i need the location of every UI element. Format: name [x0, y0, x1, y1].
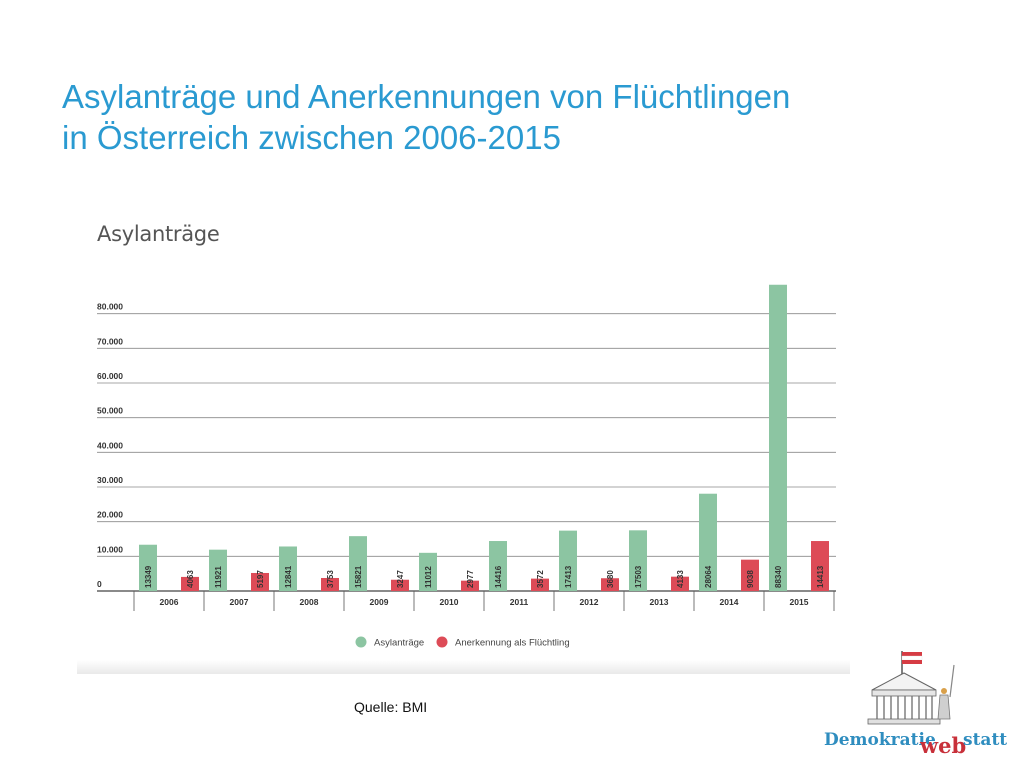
data-label: 14416 [494, 565, 503, 588]
bar-anerkennung [531, 578, 549, 591]
data-label: 9038 [746, 570, 755, 588]
y-tick-label: 10.000 [97, 544, 123, 554]
data-label: 13349 [144, 565, 153, 588]
legend-swatch-asylantraege [355, 636, 367, 648]
logo-text-web: web [919, 733, 966, 758]
y-tick-label: 30.000 [97, 475, 123, 485]
bar-anerkennung [811, 541, 829, 591]
slide-title-line-2: in Österreich zwischen 2006-2015 [62, 119, 561, 156]
slide-title: Asylanträge und Anerkennungen von Flücht… [62, 76, 962, 158]
logo-text-statt: statt [963, 730, 1007, 750]
bar-anerkennung [461, 580, 479, 591]
bar-anerkennung [391, 579, 409, 591]
x-tick-label: 2014 [720, 597, 739, 607]
bar-anerkennung [601, 578, 619, 591]
legend-label-asylantraege: Asylanträge [374, 638, 424, 649]
bar-asylantraege [209, 549, 227, 591]
data-label: 12841 [284, 565, 293, 588]
x-tick-label: 2007 [230, 597, 249, 607]
legend-swatch-anerkennung [436, 636, 448, 648]
bar-asylantraege [629, 530, 647, 591]
data-label: 3572 [536, 570, 545, 588]
demokratiewebstatt-logo: Demokratie web statt [824, 651, 1007, 758]
y-tick-label: 50.000 [97, 406, 123, 416]
legend-label-anerkennung: Anerkennung als Flüchtling [455, 638, 570, 649]
x-tick-label: 2013 [650, 597, 669, 607]
data-label: 15821 [354, 565, 363, 588]
bar-asylantraege [349, 536, 367, 591]
data-label: 88340 [774, 565, 783, 588]
slide-title-line-1: Asylanträge und Anerkennungen von Flücht… [62, 78, 791, 115]
y-tick-label: 60.000 [97, 371, 123, 381]
data-label: 3247 [396, 570, 405, 588]
bar-anerkennung [671, 576, 689, 591]
bar-anerkennung [181, 576, 199, 591]
bar-asylantraege [489, 541, 507, 591]
logo-text-demokratie: Demokratie [824, 730, 936, 750]
data-label: 2977 [466, 570, 475, 588]
x-tick-label: 2010 [440, 597, 459, 607]
y-tick-label: 0 [97, 579, 102, 589]
bar-asylantraege [559, 530, 577, 591]
chart-card [77, 208, 850, 674]
x-tick-label: 2011 [510, 597, 529, 607]
data-label: 5197 [256, 570, 265, 588]
bar-anerkennung [321, 577, 339, 591]
data-label: 28064 [704, 565, 713, 588]
bar-asylantraege [279, 546, 297, 591]
x-tick-label: 2009 [370, 597, 389, 607]
x-tick-label: 2012 [580, 597, 599, 607]
bar-asylantraege [139, 544, 157, 591]
x-tick-label: 2015 [790, 597, 809, 607]
x-tick-label: 2008 [300, 597, 319, 607]
chart-title: Asylanträge [97, 222, 220, 246]
bar-asylantraege [769, 284, 787, 591]
y-tick-label: 80.000 [97, 302, 123, 312]
y-tick-label: 40.000 [97, 440, 123, 450]
data-label: 4063 [186, 570, 195, 588]
source-note: Quelle: BMI [354, 699, 428, 715]
y-tick-label: 70.000 [97, 336, 123, 346]
data-label: 17503 [634, 565, 643, 588]
bar-anerkennung [251, 572, 269, 591]
bar-asylantraege [699, 493, 717, 591]
data-label: 11012 [424, 566, 433, 588]
data-label: 11921 [214, 566, 223, 588]
bar-asylantraege [419, 552, 437, 591]
data-label: 14413 [816, 565, 825, 588]
data-label: 17413 [564, 565, 573, 588]
data-label: 3680 [606, 570, 615, 588]
data-label: 3753 [326, 570, 335, 588]
y-tick-label: 20.000 [97, 510, 123, 520]
data-label: 4133 [676, 570, 685, 588]
x-tick-label: 2006 [160, 597, 179, 607]
bar-anerkennung [741, 559, 759, 591]
